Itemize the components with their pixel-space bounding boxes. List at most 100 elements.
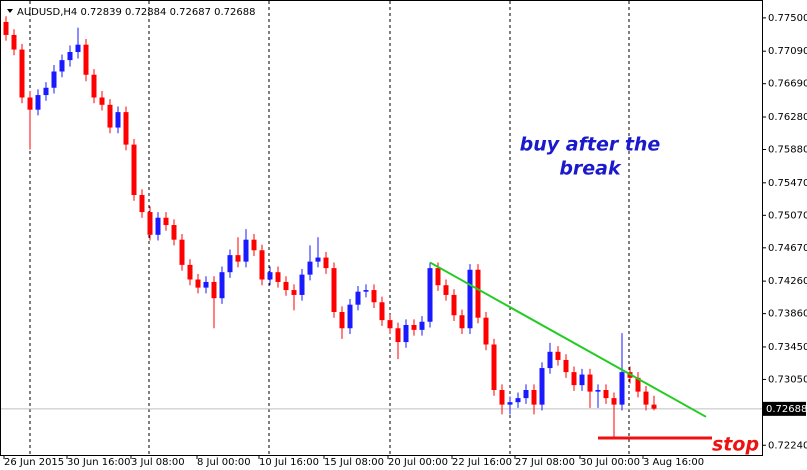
candle-body xyxy=(3,21,9,35)
candle-body xyxy=(355,291,361,305)
candle-body xyxy=(483,317,489,345)
quote: 0.72688 xyxy=(214,7,255,18)
candle-body xyxy=(211,281,217,299)
candle-body xyxy=(323,257,329,269)
candle-body xyxy=(411,325,417,330)
last-price-label: 0.72688 xyxy=(766,404,807,415)
candle-body xyxy=(339,312,345,329)
candle-body xyxy=(291,290,297,295)
last-price-box xyxy=(762,401,806,416)
candle-body xyxy=(187,264,193,280)
candle-body xyxy=(555,351,561,360)
candle-body xyxy=(107,104,113,128)
candle-body xyxy=(75,44,81,52)
candle-body xyxy=(451,294,457,316)
candle-body xyxy=(219,272,225,299)
candle-body xyxy=(27,97,33,110)
candle-body xyxy=(587,374,593,392)
candle-body xyxy=(131,144,137,195)
candle-body xyxy=(379,302,385,321)
candle-body xyxy=(123,112,129,145)
candle-body xyxy=(403,325,409,343)
annotation: break xyxy=(559,158,622,180)
quote: 0.72839 xyxy=(80,7,121,18)
candle-body xyxy=(11,34,17,50)
y-tick-label: 0.72240 xyxy=(768,440,807,451)
candle-body xyxy=(499,390,505,405)
candle-body xyxy=(163,217,169,226)
candle-body xyxy=(619,372,625,405)
y-tick-label: 0.73450 xyxy=(768,342,807,353)
candle-body xyxy=(595,390,601,392)
trendline xyxy=(429,261,707,418)
candle-body xyxy=(435,268,441,286)
x-tick-label: 22 Jul 16:00 xyxy=(452,457,512,468)
candle-body xyxy=(35,95,41,110)
y-tick-label: 0.73050 xyxy=(768,374,807,385)
candle-body xyxy=(51,71,57,88)
candle-body xyxy=(267,272,273,280)
candle-body xyxy=(475,269,481,318)
candle-body xyxy=(99,97,105,105)
y-tick-label: 0.76280 xyxy=(768,112,807,123)
x-tick-label: 26 Jun 2015 xyxy=(4,457,64,468)
candle-body xyxy=(523,390,529,399)
candle-body xyxy=(579,374,585,386)
candle-body xyxy=(155,217,161,235)
candle-body xyxy=(427,268,433,322)
x-tick-label: 3 Aug 16:00 xyxy=(643,457,704,468)
candle-body xyxy=(235,255,241,262)
candle-body xyxy=(459,315,465,329)
candle-body xyxy=(331,268,337,312)
y-tick-label: 0.77500 xyxy=(768,13,807,24)
candle-body xyxy=(531,390,537,405)
x-tick-label: 15 Jul 08:00 xyxy=(324,457,384,468)
x-tick-label: 27 Jul 08:00 xyxy=(515,457,575,468)
quote: 0.72884 xyxy=(125,7,166,18)
candle-body xyxy=(387,320,393,329)
candle-body xyxy=(395,328,401,343)
candle-body xyxy=(299,274,305,295)
quote: 0.72687 xyxy=(170,7,211,18)
plot-area xyxy=(0,0,763,456)
candle-body xyxy=(275,272,281,282)
candle-body xyxy=(419,321,425,330)
menu-arrow[interactable] xyxy=(7,9,13,13)
candle-body xyxy=(251,239,257,251)
y-tick-label: 0.75070 xyxy=(768,210,807,221)
candle-body xyxy=(491,344,497,390)
annotation: buy after the xyxy=(520,134,661,156)
candle-body xyxy=(547,351,553,369)
candle-body xyxy=(347,304,353,329)
candle-body xyxy=(19,49,25,98)
x-tick-label: 8 Jul 00:00 xyxy=(197,457,251,468)
candle-body xyxy=(195,279,201,288)
y-tick-label: 0.76690 xyxy=(768,79,807,90)
candle-body xyxy=(43,87,49,96)
x-tick-label: 30 Jun 16:00 xyxy=(67,457,131,468)
candle-body xyxy=(571,372,577,386)
candle-body xyxy=(507,402,513,405)
candle-body xyxy=(443,285,449,295)
candle-body xyxy=(83,44,89,75)
header: AUDUSD,H4 0.72839 0.72884 0.72687 0.7268… xyxy=(17,7,255,18)
candle-body xyxy=(91,74,97,98)
candle-body xyxy=(371,290,377,303)
candle-body xyxy=(515,398,521,403)
candle-body xyxy=(203,281,209,288)
stop-label: stop xyxy=(712,433,759,455)
candle-body xyxy=(283,281,289,291)
candle-body xyxy=(115,112,121,128)
candle-body xyxy=(611,398,617,405)
candle-body xyxy=(539,368,545,405)
candle-body xyxy=(243,239,249,262)
candle-body xyxy=(603,390,609,399)
y-tick-label: 0.77090 xyxy=(768,46,807,57)
candle-body xyxy=(563,359,569,373)
candle-body xyxy=(467,269,473,329)
x-tick-label: 10 Jul 16:00 xyxy=(259,457,319,468)
candle-body xyxy=(147,212,153,235)
candle-body xyxy=(315,257,321,262)
x-tick-label: 20 Jul 00:00 xyxy=(388,457,448,468)
